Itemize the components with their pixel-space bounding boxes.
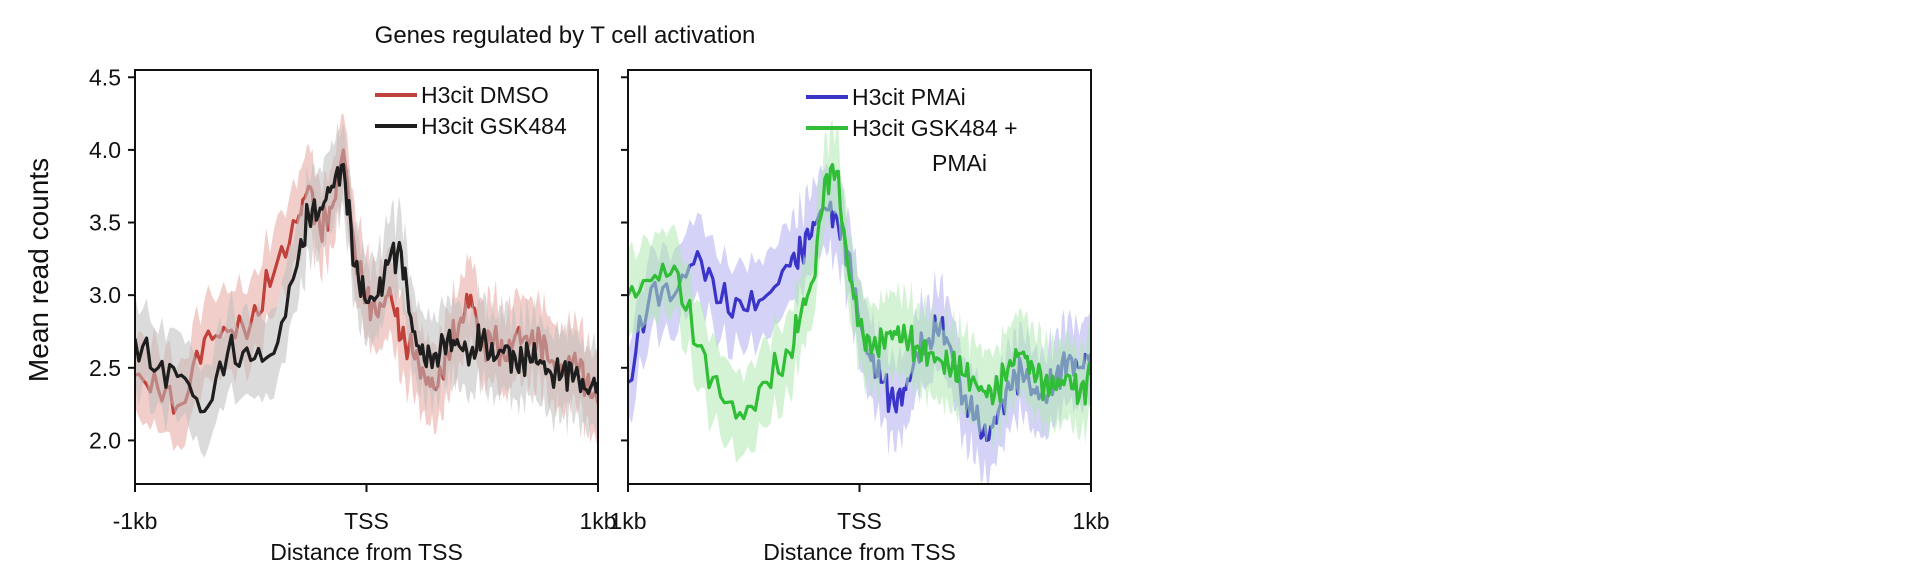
plot-area	[135, 113, 598, 458]
legend-label-continued: PMAi	[932, 150, 987, 176]
series-line	[135, 162, 598, 414]
legend-label: H3cit GSK484	[421, 113, 567, 139]
y-axis-label: Mean read counts	[23, 158, 54, 382]
series-band	[628, 119, 1091, 463]
y-tick-label: 2.5	[89, 355, 121, 381]
legend: H3cit PMAi H3cit GSK484 + PMAi	[806, 84, 1018, 176]
plot-area	[628, 119, 1091, 484]
x-tick-label: -1kb	[113, 508, 158, 534]
y-tick-label: 3.5	[89, 210, 121, 236]
series-band	[135, 122, 598, 458]
series-line	[628, 162, 1091, 421]
legend: H3cit DMSO H3cit GSK484	[375, 82, 567, 139]
x-tick-label: TSS	[344, 508, 389, 534]
legend-label: H3cit DMSO	[421, 82, 549, 108]
x-tick-label: 1kb	[609, 508, 646, 534]
y-tick-label: 3.0	[89, 282, 121, 308]
x-tick-label: 1kb	[579, 508, 616, 534]
x-tick-label: 1kb	[1072, 508, 1109, 534]
figure-title: Genes regulated by T cell activation	[375, 22, 756, 49]
y-tick-label: 4.5	[89, 64, 121, 90]
legend-label: H3cit PMAi	[852, 84, 966, 110]
y-tick-label: 2.0	[89, 427, 121, 453]
x-tick-label: TSS	[837, 508, 882, 534]
legend-label: H3cit GSK484 +	[852, 115, 1018, 141]
x-axis-label: Distance from TSS	[270, 539, 463, 565]
y-tick-label: 4.0	[89, 137, 121, 163]
x-axis-label: Distance from TSS	[763, 539, 956, 565]
chart-panel-left: 2.0 2.5 3.0 3.5 4.0 4.5 -1kb TSS 1kb Distance fro…	[89, 64, 617, 565]
